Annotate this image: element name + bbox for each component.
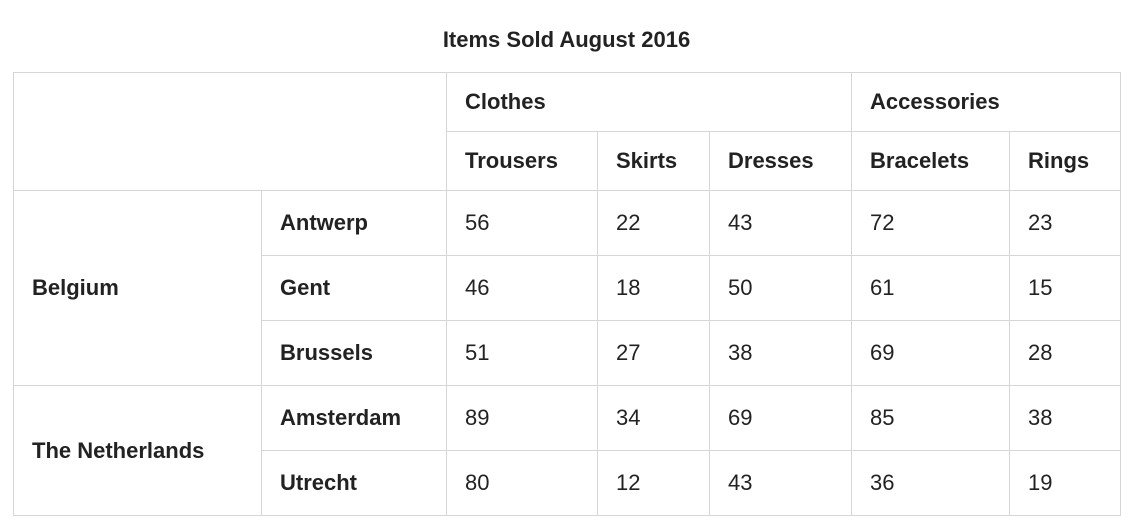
city-cell: Brussels: [261, 320, 447, 386]
value-cell: 61: [851, 255, 1011, 321]
sales-table: Clothes Accessories Trousers Skirts Dres…: [13, 72, 1122, 516]
header-row-groups: Clothes Accessories: [13, 72, 1122, 191]
value-cell: 43: [708, 450, 853, 516]
value-cell: 43: [708, 190, 853, 256]
value-cell: 18: [597, 255, 710, 321]
value-cell: 69: [851, 320, 1011, 386]
column-header-rings: Rings: [1009, 131, 1122, 191]
value-cell: 23: [1009, 190, 1122, 256]
table-row: Utrecht 80 12 43 36 19: [14, 450, 1122, 516]
value-cell: 27: [597, 320, 710, 386]
table-row: The Netherlands Amsterdam 89 34 69 85 38: [13, 385, 1122, 516]
city-cell: Amsterdam: [261, 385, 447, 451]
value-cell: 80: [446, 450, 598, 516]
column-header-bracelets: Bracelets: [851, 131, 1011, 191]
table-row: Brussels 51 27 38 69 28: [14, 320, 1122, 386]
value-cell: 22: [597, 190, 710, 256]
table-row: Belgium Antwerp 56 22 43 72 23: [13, 190, 1122, 386]
value-cell: 38: [1009, 385, 1122, 451]
column-header-dresses: Dresses: [708, 131, 853, 191]
table-row: Gent 46 18 50 61 15: [14, 255, 1122, 321]
city-cell: Gent: [261, 255, 447, 321]
value-cell: 34: [597, 385, 710, 451]
country-cell-belgium: Belgium: [13, 190, 262, 386]
value-cell: 46: [446, 255, 598, 321]
value-cell: 38: [708, 320, 853, 386]
column-header-trousers: Trousers: [446, 131, 598, 191]
country-cell-netherlands: The Netherlands: [13, 385, 262, 516]
value-cell: 89: [446, 385, 598, 451]
value-cell: 28: [1009, 320, 1122, 386]
group-header-accessories: Accessories: [851, 72, 1122, 132]
value-cell: 50: [708, 255, 853, 321]
table-title: Items Sold August 2016: [442, 27, 691, 52]
city-cell: Utrecht: [261, 450, 447, 516]
value-cell: 12: [597, 450, 710, 516]
value-cell: 56: [446, 190, 598, 256]
value-cell: 85: [851, 385, 1011, 451]
column-header-skirts: Skirts: [597, 131, 710, 191]
corner-cell: [13, 72, 447, 191]
value-cell: 15: [1009, 255, 1122, 321]
value-cell: 36: [851, 450, 1011, 516]
value-cell: 72: [851, 190, 1011, 256]
city-cell: Antwerp: [261, 190, 447, 256]
group-header-clothes: Clothes: [445, 72, 853, 132]
value-cell: 69: [708, 385, 853, 451]
value-cell: 51: [446, 320, 598, 386]
value-cell: 19: [1009, 450, 1122, 516]
